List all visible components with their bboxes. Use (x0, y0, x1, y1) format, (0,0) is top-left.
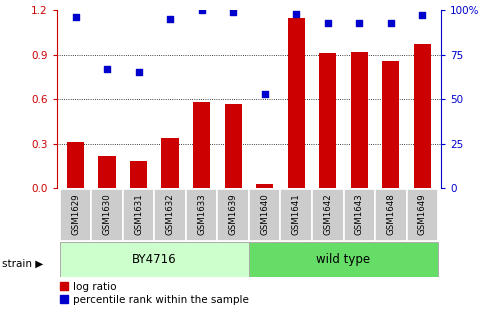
FancyBboxPatch shape (249, 242, 438, 277)
Bar (256, 184, 274, 188)
FancyBboxPatch shape (281, 189, 312, 241)
FancyBboxPatch shape (186, 189, 217, 241)
Bar (99, 156, 116, 188)
FancyBboxPatch shape (217, 189, 249, 241)
Bar (162, 138, 179, 188)
Bar (351, 52, 368, 188)
FancyBboxPatch shape (91, 189, 123, 241)
Point (229, 9, 237, 14)
FancyBboxPatch shape (60, 242, 249, 277)
Bar (130, 162, 147, 188)
Point (135, 70, 142, 75)
Point (355, 20, 363, 25)
FancyBboxPatch shape (123, 189, 154, 241)
FancyBboxPatch shape (154, 189, 186, 241)
Text: GSM1642: GSM1642 (323, 193, 332, 235)
Text: GSM1649: GSM1649 (418, 193, 427, 235)
Text: GSM1640: GSM1640 (260, 193, 269, 235)
Text: GSM1631: GSM1631 (134, 193, 143, 235)
Text: GSM1639: GSM1639 (229, 193, 238, 235)
Bar (414, 44, 431, 188)
Point (198, 7, 206, 13)
Text: GSM1632: GSM1632 (166, 193, 175, 235)
FancyBboxPatch shape (60, 189, 91, 241)
Bar (382, 60, 399, 188)
Bar (287, 17, 305, 188)
Point (387, 20, 395, 25)
Point (324, 20, 332, 25)
Point (103, 66, 111, 72)
Text: GSM1630: GSM1630 (103, 193, 111, 235)
Point (261, 91, 269, 96)
Bar (319, 53, 336, 188)
FancyBboxPatch shape (407, 189, 438, 241)
Point (71, 14, 79, 20)
Bar (193, 102, 211, 188)
Text: GSM1643: GSM1643 (355, 193, 364, 235)
Legend: log ratio, percentile rank within the sample: log ratio, percentile rank within the sa… (60, 283, 249, 305)
Bar (224, 103, 242, 188)
FancyBboxPatch shape (249, 189, 281, 241)
Text: strain ▶: strain ▶ (2, 259, 44, 269)
Text: GSM1629: GSM1629 (71, 193, 80, 235)
Text: GSM1641: GSM1641 (292, 193, 301, 235)
FancyBboxPatch shape (375, 189, 407, 241)
FancyBboxPatch shape (312, 189, 344, 241)
Text: GSM1633: GSM1633 (197, 193, 206, 235)
Point (166, 16, 174, 22)
Text: BY4716: BY4716 (132, 253, 176, 266)
Bar (67, 142, 84, 188)
Text: wild type: wild type (317, 253, 371, 266)
Point (419, 13, 426, 18)
Text: GSM1648: GSM1648 (387, 193, 395, 235)
FancyBboxPatch shape (344, 189, 375, 241)
Point (292, 11, 300, 16)
